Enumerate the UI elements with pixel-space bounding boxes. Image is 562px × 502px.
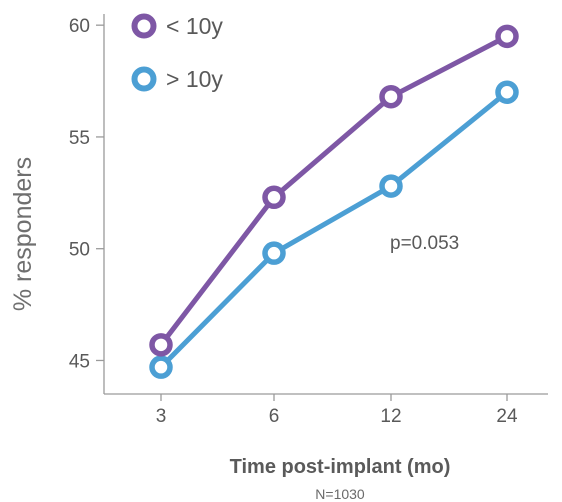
x-axis-title: Time post-implant (mo): [230, 456, 451, 478]
sample-size-note: N=1030: [315, 486, 365, 502]
x-ticks: 3 6 12 24: [156, 394, 518, 427]
data-point: [262, 241, 286, 265]
y-ticks: 45 50 55 60: [69, 16, 104, 372]
x-tick-label: 12: [380, 406, 401, 427]
p-value-annotation: p=0.053: [390, 233, 459, 254]
x-tick-label: 24: [496, 406, 518, 427]
legend-marker: [131, 13, 157, 39]
legend: < 10y > 10y: [131, 13, 223, 92]
x-tick-label: 3: [156, 406, 167, 427]
y-tick-label: 55: [69, 128, 90, 149]
series-line: [158, 33, 510, 348]
data-point: [262, 185, 286, 210]
data-point: [379, 84, 403, 109]
legend-marker: [131, 66, 157, 92]
y-tick-label: 50: [69, 240, 90, 261]
data-point: [495, 80, 519, 104]
series-line: [158, 89, 510, 370]
y-axis-title: % responders: [9, 157, 37, 311]
data-point: [495, 24, 519, 49]
y-tick-label: 60: [69, 16, 90, 37]
y-tick-label: 45: [69, 351, 90, 372]
series-layer: [149, 24, 519, 379]
data-point: [379, 174, 403, 198]
legend-label: > 10y: [166, 66, 223, 92]
legend-label: < 10y: [166, 13, 223, 39]
x-tick-label: 6: [269, 406, 280, 427]
data-point: [149, 333, 173, 357]
data-point: [149, 355, 173, 379]
